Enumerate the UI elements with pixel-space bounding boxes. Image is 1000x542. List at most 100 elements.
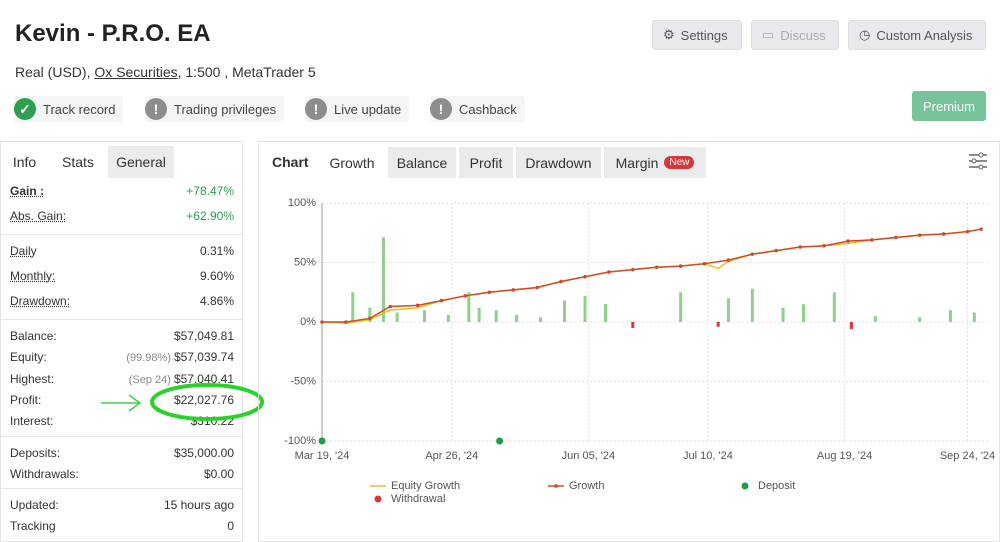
tab[interactable]: Balance (388, 147, 456, 178)
stat-value-group: (Sep 24) $57,040.41 (129, 372, 234, 386)
chart-heading: Chart (272, 154, 309, 170)
legend-label: Withdrawal (391, 493, 445, 505)
bar (679, 292, 683, 322)
settings-button[interactable]: ⚙ Settings (652, 20, 742, 50)
divider (1, 319, 242, 320)
point (822, 244, 826, 248)
x-tick-label: Mar 19, '24 (295, 450, 350, 462)
x-tick-label: Aug 19, '24 (817, 450, 872, 462)
custom-analysis-button[interactable]: ◷ Custom Analysis (848, 20, 986, 50)
stat-label: Withdrawals: (10, 466, 79, 481)
discuss-button[interactable]: ▭ Discuss (751, 20, 839, 50)
stat-label: Highest: (10, 371, 55, 386)
point (846, 239, 850, 243)
page-title: Kevin - P.R.O. EA (15, 20, 211, 47)
bar (781, 307, 785, 322)
point (893, 235, 898, 240)
bar (750, 288, 754, 322)
divider (1, 435, 242, 437)
point (870, 238, 874, 242)
stat-value-group: 0 (227, 519, 234, 533)
x-tick-label: Sep 24, '24 (940, 450, 995, 462)
stat-note: (Sep 24) (128, 373, 171, 386)
bar (603, 304, 607, 322)
stat-value: $22,027.76 (173, 392, 234, 407)
tab[interactable]: Stats (62, 154, 94, 170)
stat-row: Abs. Gain: +62.90% (10, 209, 234, 223)
stat-row: Highest: (Sep 24) $57,040.41 (10, 372, 234, 386)
stat-label: Equity: (10, 350, 47, 365)
tab[interactable]: Growth (319, 147, 385, 178)
legend-swatch (374, 495, 382, 503)
stat-label: Drawdown: (10, 294, 71, 308)
stat-value: $57,040.41 (173, 371, 234, 386)
stat-label: Gain : (10, 184, 45, 198)
tab[interactable]: Profit (459, 147, 513, 178)
stat-label: Daily (10, 244, 37, 258)
stat-value-group: $57,049.81 (174, 329, 234, 343)
y-tick-label: -50% (290, 375, 316, 387)
point (318, 437, 326, 445)
broker-link[interactable]: Ox Securities (94, 64, 178, 80)
point (388, 304, 393, 309)
stat-label: Tracking (10, 519, 56, 534)
bar (948, 310, 952, 322)
bar (631, 322, 635, 328)
stat-value-group: $35,000.00 (174, 446, 234, 460)
stat-value-group: 15 hours ago (164, 498, 234, 512)
highlight-arrow (101, 394, 142, 412)
badge-label: Track record (43, 101, 116, 117)
bar (351, 292, 355, 322)
tab[interactable]: Margin New (604, 147, 706, 178)
account-details: , 1:500 , MetaTrader 5 (177, 64, 316, 80)
stat-row: Deposits: $35,000.00 (10, 446, 234, 460)
bar (368, 307, 372, 322)
y-tick-label: 50% (294, 256, 316, 268)
badge: ! Trading privileges (145, 96, 285, 122)
legend-label: Equity Growth (391, 480, 460, 492)
stat-row: Equity: (99.98%) $57,039.74 (10, 350, 234, 364)
point (583, 274, 587, 279)
point (607, 270, 611, 274)
stat-row: Gain : +78.47% (10, 184, 234, 198)
stat-value: 9.60% (199, 269, 234, 283)
filter-icon[interactable] (967, 150, 989, 172)
tab[interactable]: Drawdown (516, 147, 601, 178)
bar (446, 314, 450, 322)
bar (802, 304, 806, 322)
legend-label: Growth (569, 480, 604, 492)
icon: ◷ (859, 27, 871, 42)
stat-label: Monthly: (10, 269, 56, 283)
stat-label: Deposits: (10, 445, 61, 460)
stat-row: Daily 0.31% (10, 244, 234, 258)
stat-value: $57,049.81 (173, 329, 234, 343)
stat-value: 0 (227, 519, 234, 534)
stat-value-group: $22,027.76 (174, 393, 234, 407)
stat-value-group: +78.47% (186, 184, 234, 198)
point (487, 290, 492, 295)
point (917, 233, 922, 237)
premium-button[interactable]: Premium (912, 91, 986, 121)
stat-value: $0.00 (203, 466, 234, 481)
point (559, 279, 563, 284)
bar (422, 310, 426, 322)
y-tick-label: -100% (284, 435, 316, 447)
new-badge: New (664, 156, 695, 169)
stat-row: Balance: $57,049.81 (10, 329, 234, 343)
tab[interactable]: Info (12, 154, 37, 170)
stat-row: Withdrawals: $0.00 (10, 467, 234, 481)
point (344, 320, 348, 324)
bar (515, 314, 519, 322)
tab[interactable]: General (108, 146, 174, 178)
button-label: Custom Analysis (876, 27, 973, 43)
stat-value: 15 hours ago (163, 498, 234, 513)
badge: ✓ Track record (14, 96, 124, 122)
stat-value-group: +62.90% (186, 209, 234, 223)
divider (1, 488, 242, 490)
stat-note: (99.98%) (126, 352, 171, 365)
stat-value-group: 4.86% (200, 294, 234, 308)
badge: ! Live update (305, 96, 410, 122)
warning-icon: ! (305, 98, 327, 120)
point (798, 245, 802, 249)
point (463, 294, 468, 298)
